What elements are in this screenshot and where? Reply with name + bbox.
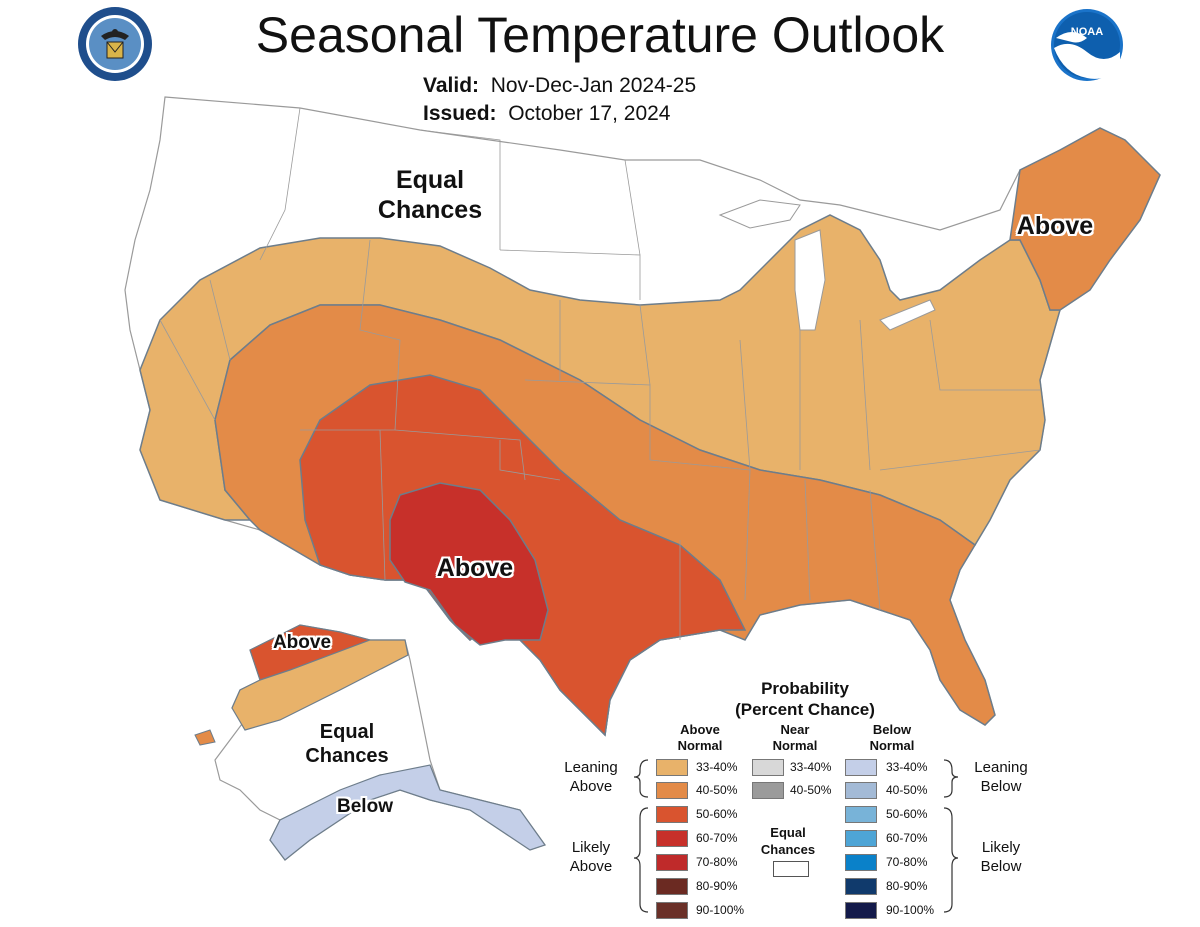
great-lake-michigan [794, 229, 826, 331]
state-lines [159, 107, 1041, 640]
alaska-below-33-40 [269, 764, 546, 861]
legend-label-below-6: 90-100% [886, 903, 935, 917]
region-above-40-50-northeast [1009, 127, 1161, 311]
legend-swatch-above-6 [656, 902, 688, 919]
legend-leaning-below: Leaning Below [974, 759, 1028, 795]
legend-swatch-below-3 [845, 830, 877, 847]
valid-line: Valid: Nov-Dec-Jan 2024-25 [423, 74, 696, 98]
legend-swatch-below-0 [845, 759, 877, 776]
legend-label-above-1: 40-50% [696, 783, 738, 797]
legend-label-below-3: 60-70% [886, 831, 928, 845]
legend-col-below: Below Normal [869, 722, 915, 753]
legend-swatch-above-3 [656, 830, 688, 847]
legend-label-below-5: 80-90% [886, 879, 928, 893]
legend-swatch-below-4 [845, 854, 877, 871]
legend-leaning-above: Leaning Above [564, 759, 618, 795]
legend-label-above-3: 60-70% [696, 831, 738, 845]
legend-label-below-1: 40-50% [886, 783, 928, 797]
legend-swatch-above-0 [656, 759, 688, 776]
legend-label-above-5: 80-90% [696, 879, 738, 893]
page-title: Seasonal Temperature Outlook [255, 7, 945, 63]
legend-equal-chances-swatch [773, 861, 809, 877]
conus-equal-chances-label: Equal Chances [377, 166, 483, 224]
legend-subtitle-text: (Percent Chance) [735, 700, 875, 719]
legend-col-above: Above Normal [677, 722, 723, 753]
legend-col-near: Near Normal [772, 722, 818, 753]
legend-swatch-below-2 [845, 806, 877, 823]
legend-swatch-above-4 [656, 854, 688, 871]
legend-swatch-above-5 [656, 878, 688, 895]
legend-title: Probability (Percent Chance) [700, 678, 910, 720]
legend-likely-below: Likely Below [980, 839, 1022, 875]
alaska-equal-chances-label: Equal Chances [305, 721, 389, 767]
issued-value: October 17, 2024 [508, 102, 671, 125]
noaa-logo-icon: NOAA [1051, 9, 1123, 81]
legend-swatch-above-1 [656, 782, 688, 799]
legend-equal-chances-label: Equal Chances [760, 825, 816, 857]
legend-label-below-4: 70-80% [886, 855, 928, 869]
legend-brackets [633, 759, 959, 913]
great-lake-superior [718, 199, 801, 229]
legend-label-above-6: 90-100% [696, 903, 745, 917]
legend-swatch-above-2 [656, 806, 688, 823]
region-above-60-70 [389, 482, 549, 646]
legend-swatch-near-0 [752, 759, 784, 776]
legend-swatch-below-5 [845, 878, 877, 895]
alaska-island [194, 729, 216, 746]
legend-label-above-2: 50-60% [696, 807, 738, 821]
legend-swatch-near-1 [752, 782, 784, 799]
legend-likely-above: Likely Above [569, 839, 613, 875]
legend-label-above-4: 70-80% [696, 855, 738, 869]
valid-value: Nov-Dec-Jan 2024-25 [490, 74, 697, 97]
alaska-above-33-40 [231, 639, 409, 731]
southwest-above-label: Above [436, 554, 514, 582]
legend-swatch-below-6 [845, 902, 877, 919]
legend-label-above-0: 33-40% [696, 760, 738, 774]
svg-text:NOAA: NOAA [1071, 26, 1103, 38]
legend-label-below-0: 33-40% [886, 760, 928, 774]
issued-label: Issued: [423, 102, 497, 125]
valid-label: Valid: [423, 74, 480, 97]
commerce-seal-icon [78, 7, 152, 81]
legend-label-near-0: 33-40% [790, 760, 832, 774]
northeast-above-label: Above [1016, 212, 1094, 240]
legend-label-near-1: 40-50% [790, 783, 832, 797]
issued-line: Issued: October 17, 2024 [423, 102, 670, 126]
alaska-below-label: Below [337, 796, 393, 817]
legend-label-below-2: 50-60% [886, 807, 928, 821]
alaska-above-label: Above [272, 632, 332, 653]
legend-title-text: Probability [761, 679, 849, 698]
great-lake-erie [879, 299, 936, 331]
legend-swatch-below-1 [845, 782, 877, 799]
